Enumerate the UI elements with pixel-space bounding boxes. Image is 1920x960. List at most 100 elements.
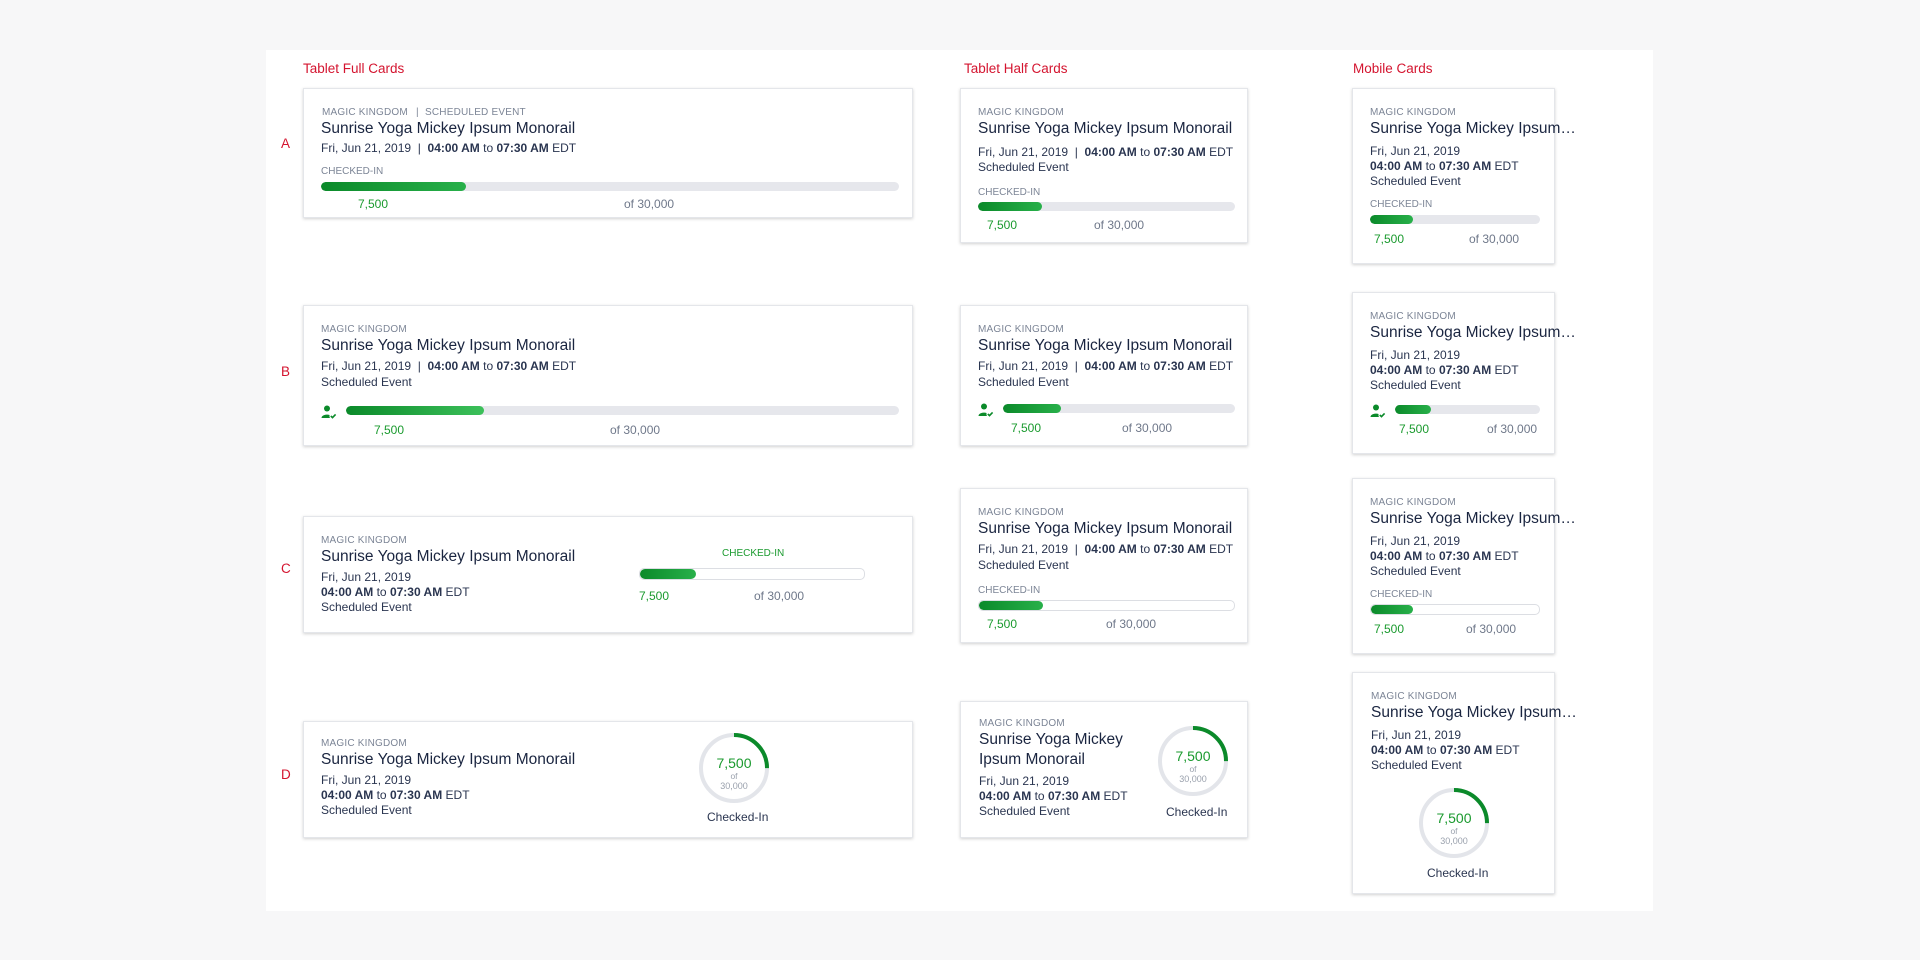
checked-in-count: 7,500 <box>987 218 1018 232</box>
person-check-icon <box>321 405 337 420</box>
event-card-mobile-c[interactable]: MAGIC KINGDOM Sunrise Yoga Mickey Ipsum…… <box>1352 478 1576 654</box>
event-time: 04:00 AM to 07:30 AM EDT <box>321 585 470 599</box>
progress-fill <box>1371 605 1413 614</box>
event-card-mobile-b[interactable]: MAGIC KINGDOM Sunrise Yoga Mickey Ipsum…… <box>1352 292 1576 454</box>
event-date: Fri, Jun 21, 2019 <box>1371 728 1462 742</box>
checked-in-label: CHECKED-IN <box>321 166 384 177</box>
event-datetime: Fri, Jun 21, 2019 | 04:00 AM to 07:30 AM… <box>321 141 577 155</box>
event-title: Sunrise Yoga Mickey Ipsum Monorail <box>321 751 576 768</box>
event-card-half-c[interactable]: MAGIC KINGDOM Sunrise Yoga Mickey Ipsum … <box>960 488 1248 643</box>
capacity-total: of 30,000 <box>1122 421 1173 435</box>
progress-fill <box>346 406 485 415</box>
heading-tablet-full: Tablet Full Cards <box>303 61 405 76</box>
event-type: Scheduled Event <box>321 375 412 389</box>
checked-in-label: CHECKED-IN <box>978 187 1041 198</box>
checked-in-progress-bar <box>346 406 899 415</box>
event-type: Scheduled Event <box>1370 564 1461 578</box>
ring-of: of <box>730 771 738 781</box>
capacity-total: of 30,000 <box>624 197 675 211</box>
event-title: Sunrise Yoga Mickey Ipsum Monorail <box>321 120 576 137</box>
park-label: MAGIC KINGDOM <box>978 107 1064 118</box>
ring-progress-arc <box>699 733 769 803</box>
row-label-c: C <box>281 561 291 576</box>
event-type: Scheduled Event <box>1371 758 1462 772</box>
ring-caption: Checked-In <box>707 810 769 824</box>
progress-fill <box>1003 404 1061 413</box>
checked-in-progress-bar <box>978 600 1235 611</box>
design-board: Tablet Full Cards Tablet Half Cards Mobi… <box>266 50 1653 911</box>
event-date: Fri, Jun 21, 2019 <box>1370 144 1461 158</box>
ring-caption: Checked-In <box>1427 866 1489 880</box>
event-type: Scheduled Event <box>321 600 412 614</box>
event-title-line-1: Sunrise Yoga Mickey <box>979 731 1123 748</box>
event-type: Scheduled Event <box>321 803 412 817</box>
event-card-mobile-a[interactable]: MAGIC KINGDOM Sunrise Yoga Mickey Ipsum…… <box>1352 88 1576 264</box>
park-label: MAGIC KINGDOM <box>1370 311 1456 322</box>
event-card-full-a[interactable]: MAGIC KINGDOM | SCHEDULED EVENT Sunrise … <box>303 88 913 218</box>
checked-in-count: 7,500 <box>1374 622 1405 636</box>
event-type: Scheduled Event <box>1370 378 1461 392</box>
event-card-half-b[interactable]: MAGIC KINGDOM Sunrise Yoga Mickey Ipsum … <box>960 305 1248 446</box>
event-title: Sunrise Yoga Mickey Ipsum Monorail <box>321 548 576 565</box>
event-title-line-2: Ipsum Monorail <box>979 751 1085 768</box>
checked-in-count: 7,500 <box>1374 232 1405 246</box>
progress-fill <box>321 182 466 191</box>
checked-in-count: 7,500 <box>1011 421 1042 435</box>
park-label: MAGIC KINGDOM <box>1370 497 1456 508</box>
checked-in-ring: 7,500 of 30,000 <box>1419 788 1489 858</box>
capacity-total: of 30,000 <box>1487 422 1538 436</box>
park-label: MAGIC KINGDOM <box>1370 107 1456 118</box>
ring-of: of <box>1450 826 1458 836</box>
event-title: Sunrise Yoga Mickey Ipsum Monorail <box>978 337 1233 354</box>
event-card-half-d[interactable]: MAGIC KINGDOM Sunrise Yoga Mickey Ipsum … <box>960 701 1248 838</box>
checked-in-label: CHECKED-IN <box>978 585 1041 596</box>
event-card-full-d[interactable]: MAGIC KINGDOM Sunrise Yoga Mickey Ipsum … <box>303 721 913 838</box>
event-card-full-b[interactable]: MAGIC KINGDOM Sunrise Yoga Mickey Ipsum … <box>303 305 913 446</box>
event-title: Sunrise Yoga Mickey Ipsum… <box>1370 120 1576 137</box>
event-type: Scheduled Event <box>979 804 1070 818</box>
event-title: Sunrise Yoga Mickey Ipsum Monorail <box>321 337 576 354</box>
event-date: Fri, Jun 21, 2019 <box>321 773 412 787</box>
row-label-b: B <box>281 364 291 379</box>
checked-in-label: CHECKED-IN <box>1370 199 1433 210</box>
event-card-half-a[interactable]: MAGIC KINGDOM Sunrise Yoga Mickey Ipsum … <box>960 88 1248 243</box>
event-time: 04:00 AM to 07:30 AM EDT <box>1370 159 1519 173</box>
park-label: MAGIC KINGDOM <box>322 107 408 118</box>
checked-in-progress-bar <box>978 202 1235 211</box>
checked-in-label: CHECKED-IN <box>722 548 785 559</box>
capacity-total: of 30,000 <box>1106 617 1157 631</box>
progress-fill <box>978 202 1043 211</box>
event-card-mobile-d[interactable]: MAGIC KINGDOM Sunrise Yoga Mickey Ipsum…… <box>1352 672 1577 894</box>
ring-progress-arc <box>1419 788 1489 858</box>
checked-in-label: CHECKED-IN <box>1370 589 1433 600</box>
ring-count: 7,500 <box>1436 810 1471 826</box>
progress-fill <box>1370 215 1413 224</box>
progress-fill <box>1395 405 1432 414</box>
heading-tablet-half: Tablet Half Cards <box>964 61 1068 76</box>
event-title: Sunrise Yoga Mickey Ipsum… <box>1371 704 1577 721</box>
park-label: MAGIC KINGDOM <box>978 324 1064 335</box>
checked-in-count: 7,500 <box>374 423 405 437</box>
checked-in-ring: 7,500 of 30,000 <box>1158 726 1228 796</box>
event-title: Sunrise Yoga Mickey Ipsum… <box>1370 324 1576 341</box>
event-title: Sunrise Yoga Mickey Ipsum… <box>1370 510 1576 527</box>
event-time: 04:00 AM to 07:30 AM EDT <box>321 788 470 802</box>
event-time: 04:00 AM to 07:30 AM EDT <box>979 789 1128 803</box>
checked-in-ring: 7,500 of 30,000 <box>699 733 769 803</box>
event-datetime: Fri, Jun 21, 2019 | 04:00 AM to 07:30 AM… <box>321 359 577 373</box>
row-label-d: D <box>281 767 291 782</box>
capacity-total: of 30,000 <box>1469 232 1520 246</box>
ring-total: 30,000 <box>1440 836 1468 846</box>
event-title: Sunrise Yoga Mickey Ipsum Monorail <box>978 520 1233 537</box>
event-datetime: Fri, Jun 21, 2019 | 04:00 AM to 07:30 AM… <box>978 359 1234 373</box>
separator: | <box>416 107 419 118</box>
checked-in-progress-bar <box>1395 405 1540 414</box>
ring-count: 7,500 <box>1175 748 1210 764</box>
checked-in-progress-bar <box>321 182 899 191</box>
event-card-full-c[interactable]: MAGIC KINGDOM Sunrise Yoga Mickey Ipsum … <box>303 516 913 633</box>
event-datetime: Fri, Jun 21, 2019 | 04:00 AM to 07:30 AM… <box>978 542 1234 556</box>
event-date: Fri, Jun 21, 2019 <box>1370 348 1461 362</box>
park-label: MAGIC KINGDOM <box>321 535 407 546</box>
ring-count: 7,500 <box>716 755 751 771</box>
event-type: Scheduled Event <box>1370 174 1461 188</box>
